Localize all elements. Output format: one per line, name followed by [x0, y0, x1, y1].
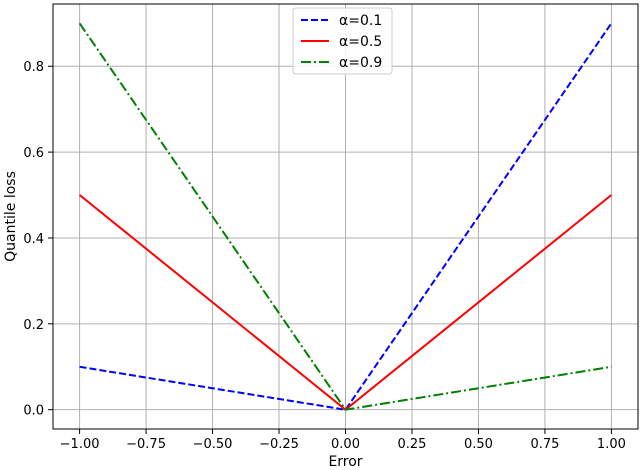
- legend-label-1: α=0.1: [339, 13, 382, 29]
- x-axis-label: Error: [328, 454, 362, 470]
- x-tick-label: −0.75: [126, 437, 166, 452]
- y-tick-label: 0.4: [23, 232, 44, 247]
- x-tick-label: −1.00: [60, 437, 100, 452]
- x-tick-label: 1.00: [597, 437, 626, 452]
- x-tick-label: 0.50: [464, 437, 493, 452]
- y-tick-label: 0.2: [23, 318, 44, 333]
- x-tick-label: 0.00: [331, 437, 360, 452]
- y-axis-label: Quantile loss: [3, 171, 19, 262]
- legend: α=0.1 α=0.5 α=0.9: [292, 7, 393, 75]
- series-line-3: [78, 22, 612, 411]
- series-layer: [78, 22, 613, 411]
- y-tick-label: 0.0: [23, 404, 44, 419]
- series-line-1: [79, 22, 613, 411]
- legend-label-2: α=0.5: [339, 34, 382, 50]
- x-tick-label: 0.75: [530, 437, 559, 452]
- legend-box: [292, 7, 393, 75]
- legend-label-3: α=0.9: [339, 55, 382, 71]
- ticks-layer: −1.00 −0.75 −0.50 −0.25 0.00 0.25 0.50 0.75 1.00…: [23, 60, 626, 452]
- x-tick-label: −0.25: [259, 437, 299, 452]
- y-tick-label: 0.8: [23, 60, 44, 75]
- x-tick-label: −0.50: [193, 437, 233, 452]
- x-tick-label: 0.25: [398, 437, 427, 452]
- y-tick-label: 0.6: [23, 146, 44, 161]
